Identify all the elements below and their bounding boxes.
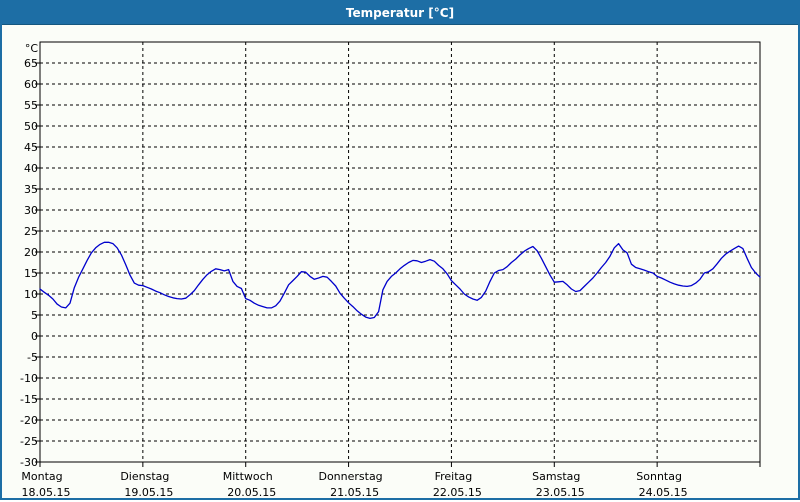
y-tick-label: 60 — [24, 78, 38, 91]
x-day-date-label: 22.05.15 — [433, 486, 482, 498]
y-tick-label: 25 — [24, 225, 38, 238]
chart-area: °C 65 60 55 50 45 40 35 30 25 20 15 10 5 0 -5 -10 -15 -20-… — [2, 25, 798, 499]
x-day-date-label: 20.05.15 — [227, 486, 276, 498]
y-tick-label: 30 — [24, 204, 38, 217]
y-tick-label: 65 — [24, 57, 38, 70]
y-tick-label: 35 — [24, 183, 38, 196]
y-tick-label: -15 — [20, 393, 38, 406]
y-tick-label: -5 — [27, 351, 38, 364]
y-tick-label: 0 — [31, 330, 38, 343]
x-day-name-label: Dienstag — [120, 470, 169, 483]
x-day-date-label: 21.05.15 — [330, 486, 379, 498]
temperature-line — [39, 241, 761, 320]
x-day-date-label: 23.05.15 — [536, 486, 585, 498]
y-axis-labels: °C65605550454035302520151050-5-10-15-20-… — [20, 42, 38, 469]
y-axis-unit-label: °C — [25, 42, 39, 55]
temperature-chart: °C65605550454035302520151050-5-10-15-20-… — [20, 41, 761, 499]
y-tick-label: 50 — [24, 120, 38, 133]
y-tick-label: -10 — [20, 372, 38, 385]
x-day-date-label: 19.05.15 — [124, 486, 173, 498]
x-day-name-label: Donnerstag — [318, 470, 382, 483]
x-day-date-label: 24.05.15 — [639, 486, 688, 498]
x-day-name-label: Mittwoch — [223, 470, 273, 483]
chart-title: Temperatur [°C] — [345, 6, 455, 20]
y-tick-label: 20 — [24, 246, 38, 259]
y-tick-label: -30 — [20, 456, 38, 469]
y-tick-label: -20 — [20, 414, 38, 427]
y-tick-label: 10 — [24, 288, 38, 301]
grid — [40, 42, 760, 462]
axis-ticks — [35, 62, 761, 467]
title-bar: Temperatur [°C] — [2, 2, 798, 25]
y-tick-label: 45 — [24, 141, 38, 154]
y-tick-label: 55 — [24, 99, 38, 112]
x-day-name-label: Montag — [21, 470, 62, 483]
y-tick-label: 5 — [31, 309, 38, 322]
y-tick-label: -25 — [20, 435, 38, 448]
y-tick-label: 40 — [24, 162, 38, 175]
x-day-date-label: 18.05.15 — [22, 486, 71, 498]
x-day-name-label: Samstag — [532, 470, 580, 483]
x-day-name-label: Freitag — [435, 470, 473, 483]
x-day-name-label: Sonntag — [636, 470, 682, 483]
x-axis-labels: Montag 18.05.15 Dienstag 19.05.15 Mittwoch 20… — [21, 470, 688, 499]
y-tick-label: 15 — [24, 267, 38, 280]
